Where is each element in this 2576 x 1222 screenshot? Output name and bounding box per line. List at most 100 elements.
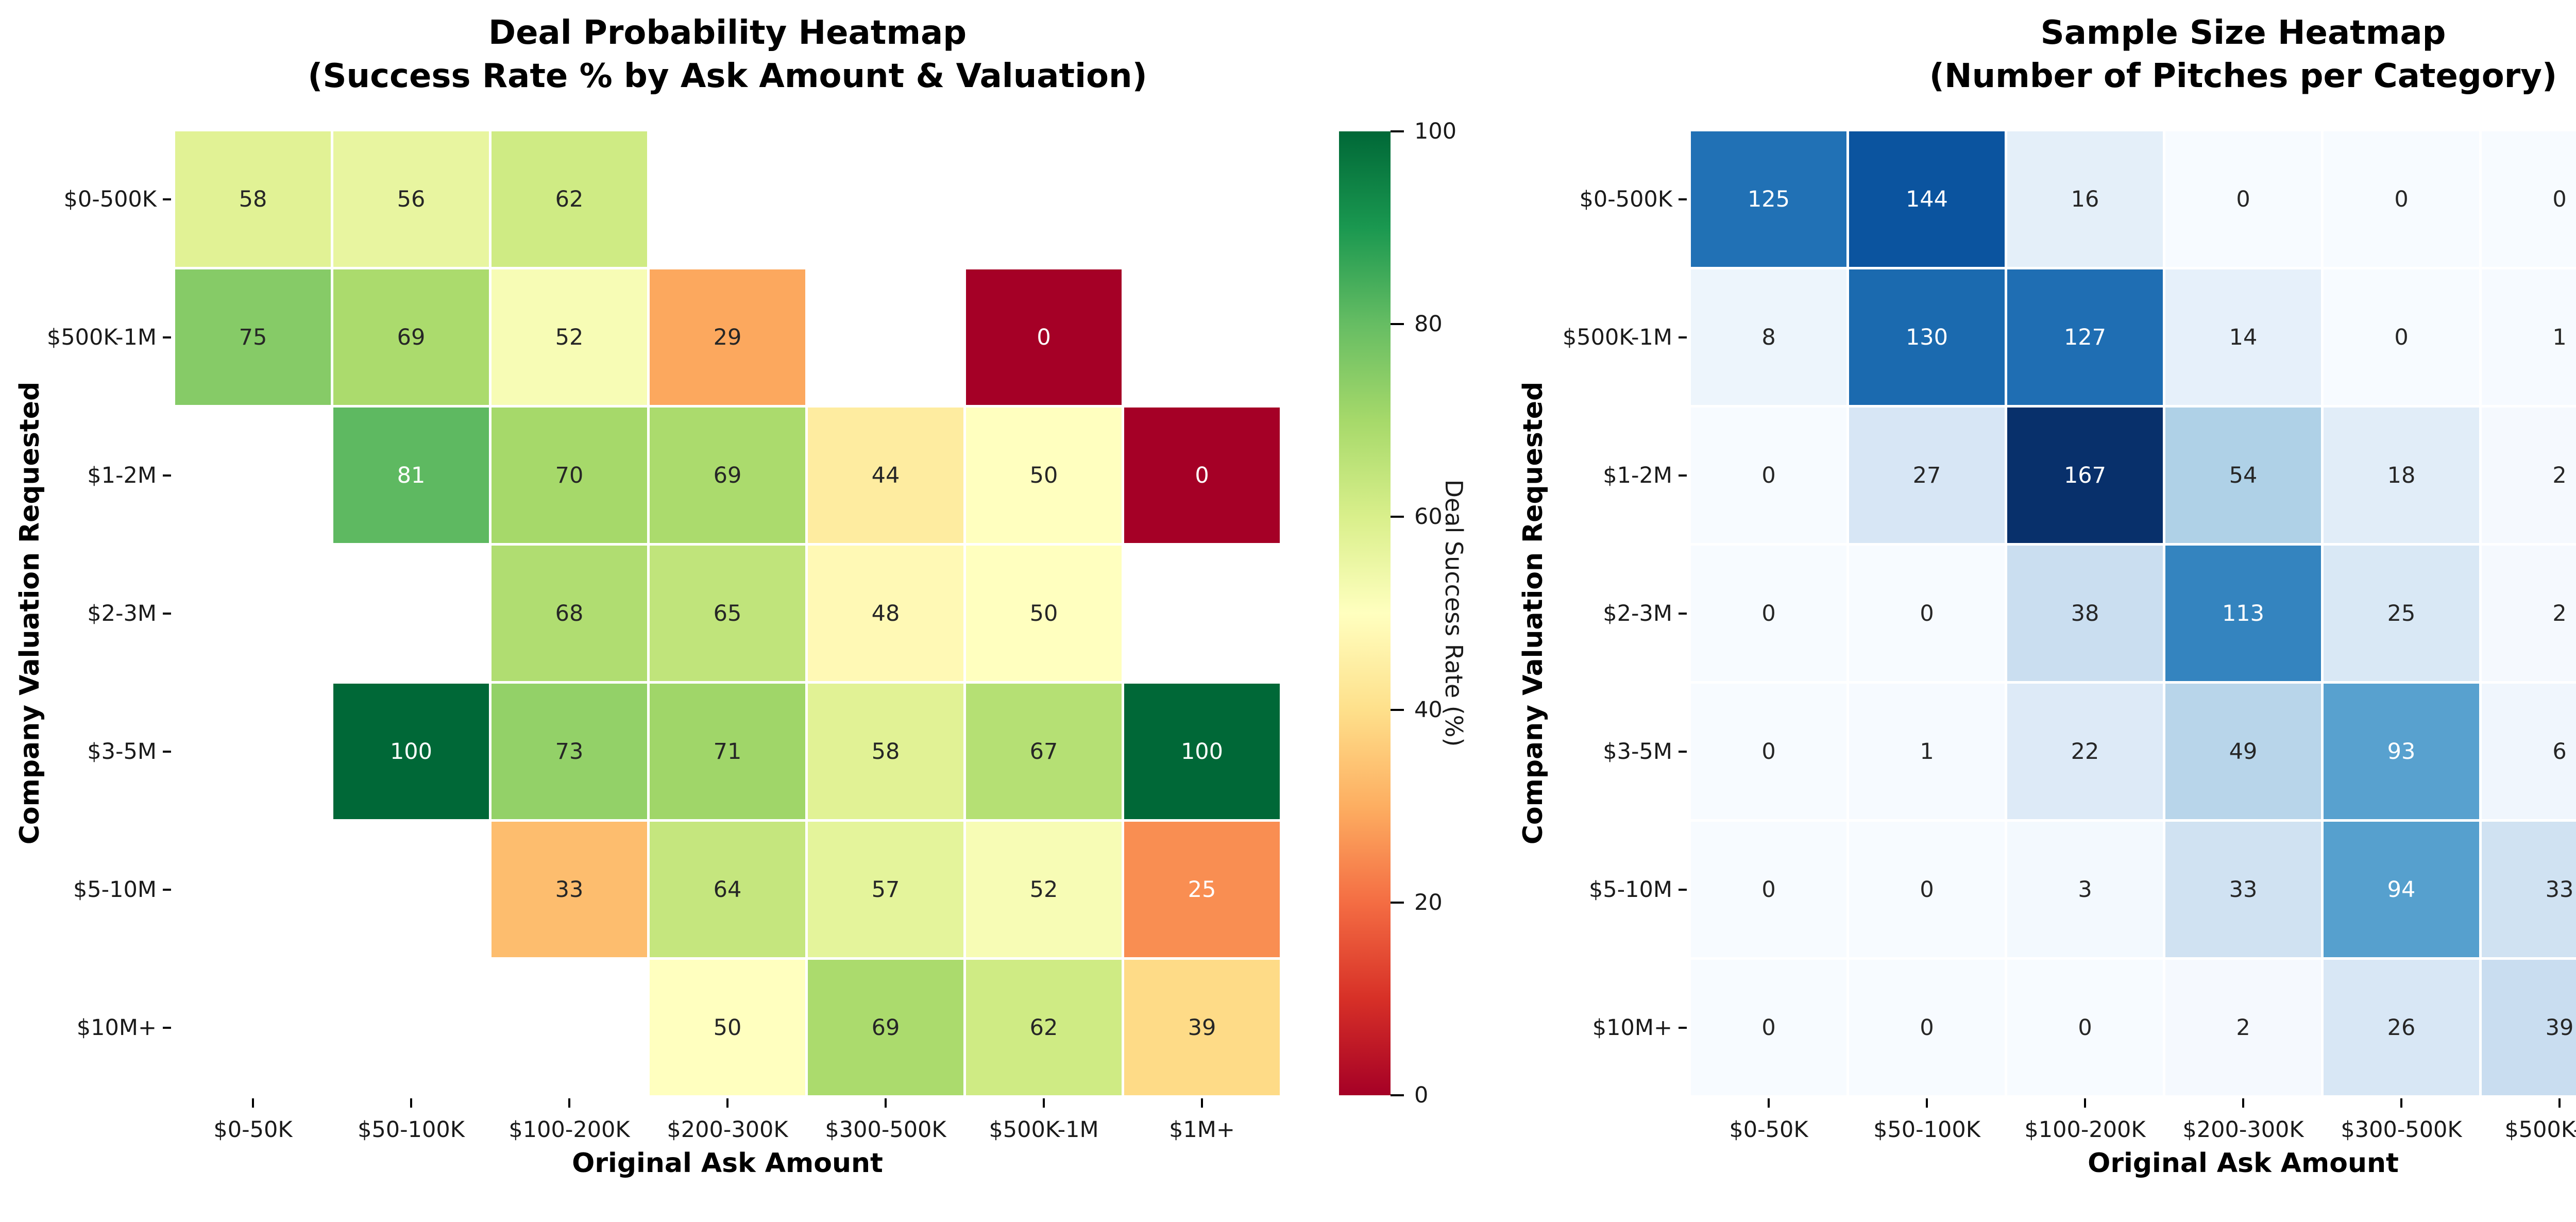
heatmap-cell: 73 <box>492 684 647 819</box>
y-tick-mark <box>1679 336 1687 338</box>
heatmap-cell: 57 <box>808 822 963 957</box>
heatmap-cell: 125 <box>1691 131 1846 267</box>
colorbar-gradient <box>1339 131 1391 1095</box>
y-tick-label: $2-3M <box>1603 600 1672 626</box>
heatmap-cell: 75 <box>175 269 331 405</box>
y-tick-mark <box>1679 612 1687 615</box>
heatmap-cell: 50 <box>966 408 1122 543</box>
y-tick-label: $1-2M <box>1603 462 1672 488</box>
heatmap-cell: 16 <box>2007 131 2163 267</box>
chart-title-line1: Sample Size Heatmap <box>2040 14 2446 52</box>
x-tick-mark <box>2558 1098 2561 1108</box>
x-tick-label: $300-500K <box>2341 1117 2462 1143</box>
heatmap-cell: 33 <box>492 822 647 957</box>
colorbar-label: Deal Success Rate (%) <box>1440 479 1468 747</box>
colorbar-tick-label: 80 <box>1414 311 1443 337</box>
heatmap-cell: 100 <box>333 684 489 819</box>
colorbar-tick-mark <box>1391 901 1404 904</box>
heatmap-cell: 81 <box>333 408 489 543</box>
x-tick-mark <box>2242 1098 2244 1108</box>
heatmap-cell-empty <box>1124 546 1280 681</box>
heatmap-cell: 39 <box>2482 960 2576 1095</box>
x-tick-label: $50-100K <box>358 1117 465 1143</box>
heatmap-cell: 94 <box>2324 822 2479 957</box>
heatmap-cell: 2 <box>2482 408 2576 543</box>
y-tick-label: $3-5M <box>1603 738 1672 765</box>
colorbar-tick-mark <box>1391 708 1404 711</box>
y-tick-label: $500K-1M <box>46 324 157 350</box>
x-tick-mark <box>2084 1098 2086 1108</box>
heatmap-cell-empty <box>333 546 489 681</box>
colorbar-tick-label: 0 <box>1414 1082 1429 1108</box>
heatmap-cell-empty <box>175 408 331 543</box>
heatmap-cell: 1 <box>2482 269 2576 405</box>
heatmap-cell-empty <box>808 269 963 405</box>
heatmap-cell: 62 <box>966 960 1122 1095</box>
y-tick-mark <box>1679 888 1687 891</box>
x-tick-label: $500K-1M <box>989 1117 1099 1143</box>
heatmap-cell: 33 <box>2482 822 2576 957</box>
deal-probability-heatmap-panel: Deal Probability Heatmap (Success Rate % … <box>14 11 1468 1179</box>
heatmap-cell-empty <box>492 960 647 1095</box>
x-tick-mark <box>410 1098 412 1108</box>
heatmap-cell: 0 <box>2482 131 2576 267</box>
x-tick-label: $300-500K <box>825 1117 946 1143</box>
heatmap-cell: 0 <box>2324 269 2479 405</box>
y-tick-label: $5-10M <box>1588 876 1672 903</box>
heatmap-cell: 44 <box>808 408 963 543</box>
heatmap-cell: 0 <box>1691 684 1846 819</box>
sample-size-heatmap-panel: Sample Size Heatmap (Number of Pitches pe… <box>1503 0 2576 1222</box>
chart-title-line1: Deal Probability Heatmap <box>488 14 967 52</box>
heatmap-cell: 56 <box>333 131 489 267</box>
x-tick-mark <box>726 1098 728 1108</box>
heatmap-cell: 0 <box>1691 546 1846 681</box>
heatmap-cell: 0 <box>1849 822 2005 957</box>
heatmap-cell: 67 <box>966 684 1122 819</box>
chart-title-line2: (Success Rate % by Ask Amount & Valuatio… <box>308 57 1147 95</box>
y-tick-label: $10M+ <box>1592 1014 1672 1041</box>
heatmap-cell: 50 <box>650 960 805 1095</box>
heatmap-cell: 100 <box>1124 684 1280 819</box>
x-tick-mark <box>252 1098 254 1108</box>
heatmap-cell: 27 <box>1849 408 2005 543</box>
heatmap-cell: 25 <box>1124 822 1280 957</box>
x-tick-mark <box>885 1098 887 1108</box>
x-tick-label: $0-50K <box>1729 1117 1808 1143</box>
heatmap-cell-empty <box>175 684 331 819</box>
y-tick-mark <box>1679 474 1687 477</box>
heatmap-cell: 52 <box>966 822 1122 957</box>
x-tick-label: $50-100K <box>1873 1117 1980 1143</box>
heatmap-cell: 0 <box>1691 960 1846 1095</box>
colorbar-tick-mark <box>1391 323 1404 326</box>
heatmap-cell-empty <box>1124 131 1280 267</box>
x-tick-label: $0-50K <box>213 1117 293 1143</box>
colorbar-tick-label: 20 <box>1414 889 1443 915</box>
colorbar-tick-mark <box>1391 516 1404 518</box>
y-tick-label: $0-500K <box>1579 186 1672 212</box>
x-axis-label: Original Ask Amount <box>572 1148 883 1179</box>
y-tick-mark <box>163 888 171 891</box>
chart-title: Deal Probability Heatmap (Success Rate % … <box>175 11 1280 98</box>
y-tick-mark <box>163 1026 171 1029</box>
y-tick-label: $3-5M <box>87 738 157 765</box>
heatmap-cell: 22 <box>2007 684 2163 819</box>
x-axis-label: Original Ask Amount <box>2088 1148 2399 1179</box>
heatmap-cell: 1 <box>1849 684 2005 819</box>
heatmap-cell: 18 <box>2324 408 2479 543</box>
chart-title-line2: (Number of Pitches per Category) <box>1929 57 2557 95</box>
colorbar-tick-label: 40 <box>1414 697 1443 723</box>
heatmap-cell: 69 <box>650 408 805 543</box>
heatmap-cell: 3 <box>2007 822 2163 957</box>
y-tick-mark <box>1679 198 1687 200</box>
heatmap-grid: 58 56 62 75 69 52 29 0 81 70 69 44 50 0 68 65 48 50 100 73 7… <box>175 131 1280 1095</box>
x-tick-mark <box>568 1098 570 1108</box>
heatmap-cell-empty <box>650 131 805 267</box>
x-tick-label: $100-200K <box>2024 1117 2146 1143</box>
heatmap-cell: 144 <box>1849 131 2005 267</box>
heatmap-cell: 68 <box>492 546 647 681</box>
heatmap-cell: 167 <box>2007 408 2163 543</box>
heatmap-cell: 50 <box>966 546 1122 681</box>
heatmap-cell: 2 <box>2165 960 2321 1095</box>
heatmap-cell-empty <box>175 960 331 1095</box>
heatmap-cell: 2 <box>2482 546 2576 681</box>
